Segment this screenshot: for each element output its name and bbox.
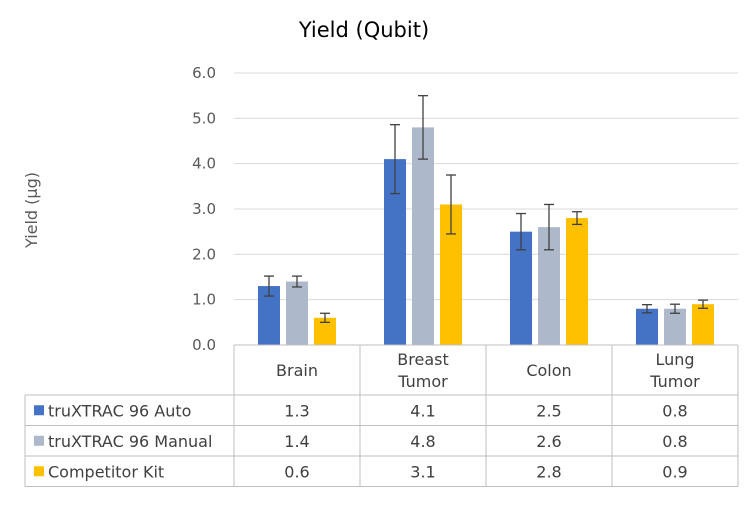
table-value: 4.8	[410, 432, 435, 451]
table-value: 0.8	[662, 432, 687, 451]
y-axis-label: Yield (µg)	[22, 172, 41, 249]
chart-title: Yield (Qubit)	[298, 18, 429, 42]
table-value: 1.4	[284, 432, 309, 451]
bars	[258, 127, 714, 346]
bar	[692, 304, 714, 345]
series-label: truXTRAC 96 Auto	[48, 401, 191, 420]
y-tick-label: 4.0	[192, 155, 216, 173]
gridlines	[234, 72, 738, 346]
table-value: 3.1	[410, 462, 435, 481]
table-value: 0.9	[662, 462, 687, 481]
bar	[538, 227, 560, 345]
bar	[412, 127, 434, 346]
data-table: Brain Breast Tumor Colon Lung Tumor truXTRAC 9…	[24, 344, 739, 487]
error-bar	[516, 212, 526, 251]
error-bar	[264, 275, 274, 297]
y-tick-label: 1.0	[192, 291, 216, 309]
category-label: Brain	[276, 361, 318, 380]
table-value: 2.5	[536, 401, 561, 420]
error-bar	[572, 211, 582, 226]
table-value: 0.8	[662, 401, 687, 420]
error-bar	[698, 299, 708, 309]
y-axis-ticks: 0.0 1.0 2.0 3.0 4.0 5.0 6.0	[192, 64, 216, 354]
y-tick-label: 6.0	[192, 64, 216, 82]
category-label: Lung	[655, 350, 694, 369]
error-bar	[642, 304, 652, 314]
y-tick-label: 0.0	[192, 336, 216, 354]
category-label: Tumor	[649, 372, 700, 391]
legend-swatch	[34, 466, 44, 477]
bar	[258, 286, 280, 345]
series-label: truXTRAC 96 Manual	[48, 432, 212, 451]
y-tick-label: 3.0	[192, 200, 216, 218]
bar	[566, 218, 588, 345]
bar	[664, 308, 686, 345]
category-label: Colon	[526, 361, 571, 380]
bar	[286, 281, 308, 345]
legend-swatch	[34, 405, 44, 416]
error-bar	[446, 174, 456, 235]
y-tick-label: 2.0	[192, 245, 216, 263]
bar	[384, 159, 406, 345]
error-bar	[670, 303, 680, 314]
error-bars	[264, 95, 708, 323]
bar	[510, 231, 532, 345]
error-bar	[292, 275, 302, 288]
series-label: Competitor Kit	[48, 462, 164, 481]
bar	[314, 317, 336, 345]
table-value: 0.6	[284, 462, 309, 481]
legend-swatch	[34, 435, 44, 446]
error-bar	[320, 312, 330, 323]
error-bar	[544, 203, 554, 251]
y-tick-label: 5.0	[192, 109, 216, 127]
category-label: Tumor	[397, 372, 448, 391]
table-value: 2.6	[536, 432, 561, 451]
error-bar	[390, 124, 400, 195]
bar	[440, 204, 462, 345]
bar	[636, 308, 658, 345]
category-label: Breast	[397, 350, 448, 369]
error-bar	[418, 95, 428, 160]
table-value: 4.1	[410, 401, 435, 420]
table-value: 2.8	[536, 462, 561, 481]
table-value: 1.3	[284, 401, 309, 420]
